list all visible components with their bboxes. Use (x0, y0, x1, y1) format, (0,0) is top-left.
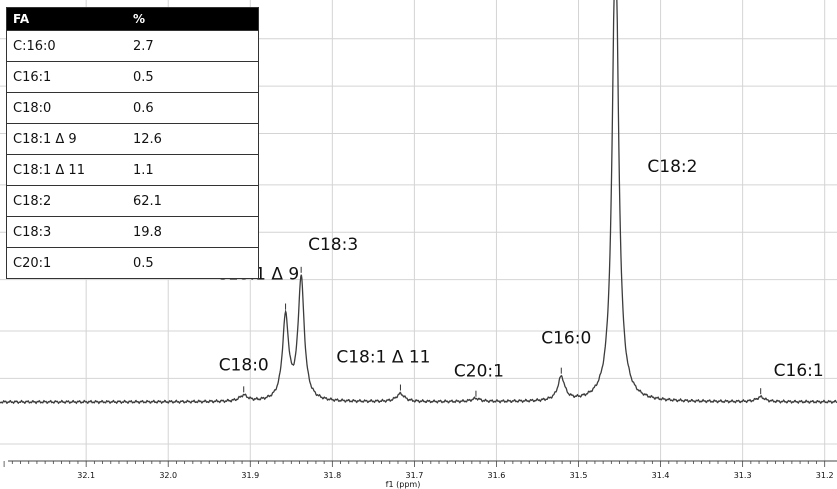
peak-label: C18:3 (308, 235, 358, 255)
spectrum-line (0, 0, 837, 405)
table-row: C18:3 19.8 (6, 216, 259, 248)
header-empty (219, 7, 259, 31)
table-row: C18:1 Δ 11 1.1 (6, 154, 259, 186)
table-row: C20:1 0.5 (6, 247, 259, 279)
table-cell-empty (219, 185, 259, 217)
peak-label: C18:2 (647, 157, 697, 177)
table-cell-fa: C20:1 (6, 247, 127, 279)
table-cell-empty (219, 92, 259, 124)
table-cell-fa: C:16:0 (6, 30, 127, 62)
peak-label: C20:1 (454, 362, 504, 382)
x-axis-ticks: 32.1 32.0 31.9 31.8 31.7 31.6 31.5 31.4 31.3 31.2 (3, 461, 834, 480)
table-body: C:16:0 2.7 C16:1 0.5 C18:0 0.6 C18:1 Δ 9 12.6 C1… (6, 30, 259, 279)
x-tick-label: 32.1 (77, 471, 95, 480)
table-cell-percent: 2.7 (127, 30, 219, 62)
table-row: C18:0 0.6 (6, 92, 259, 124)
x-tick-label: 31.9 (241, 471, 259, 480)
table-cell-percent: 0.6 (127, 92, 219, 124)
table-row: C18:2 62.1 (6, 185, 259, 217)
table-cell-fa: C18:3 (6, 216, 127, 248)
x-tick-label: 31.3 (734, 471, 752, 480)
table-cell-fa: C18:0 (6, 92, 127, 124)
table-cell-percent: 0.5 (127, 61, 219, 93)
table-cell-fa: C18:1 Δ 9 (6, 123, 127, 155)
peak-label: C18:1 Δ 11 (336, 348, 430, 368)
table-cell-empty (219, 123, 259, 155)
grid-lines (0, 0, 837, 461)
peak-label: C16:0 (541, 329, 591, 349)
table-cell-fa: C18:1 Δ 11 (6, 154, 127, 186)
table-cell-empty (219, 30, 259, 62)
table-cell-empty (219, 154, 259, 186)
x-tick-label: 31.5 (570, 471, 588, 480)
table-row: C:16:0 2.7 (6, 30, 259, 62)
peak-label: C18:0 (219, 355, 269, 375)
table-cell-fa: C18:2 (6, 185, 127, 217)
x-tick-label: 31.7 (405, 471, 423, 480)
table-cell-percent: 19.8 (127, 216, 219, 248)
table-cell-percent: 12.6 (127, 123, 219, 155)
header-fa: FA (6, 7, 127, 31)
x-tick-label: 31.8 (323, 471, 341, 480)
table-cell-percent: 62.1 (127, 185, 219, 217)
peak-markers (243, 266, 762, 397)
table-row: C18:1 Δ 9 12.6 (6, 123, 259, 155)
x-tick-label: 31.4 (652, 471, 670, 480)
x-tick-label: 31.6 (488, 471, 506, 480)
x-tick-label: 31.2 (816, 471, 834, 480)
x-tick-label: 32.0 (159, 471, 177, 480)
x-axis-title: f1 (ppm) (386, 480, 421, 489)
peak-label: C16:1 (774, 361, 824, 381)
table-cell-empty (219, 247, 259, 279)
table-row: C16:1 0.5 (6, 61, 259, 93)
table-cell-percent: 1.1 (127, 154, 219, 186)
table-cell-empty (219, 216, 259, 248)
header-percent: % (127, 7, 219, 31)
table-cell-percent: 0.5 (127, 247, 219, 279)
table-header-row: FA % (6, 7, 259, 31)
table-cell-empty (219, 61, 259, 93)
table-cell-fa: C16:1 (6, 61, 127, 93)
